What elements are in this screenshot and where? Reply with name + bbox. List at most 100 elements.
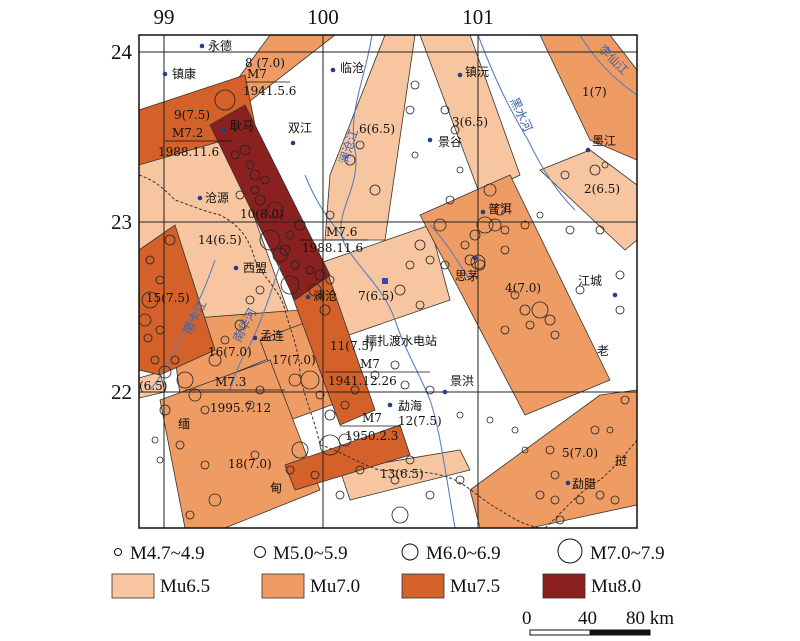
epicenter-circle (214, 89, 236, 111)
city-markers (162, 43, 618, 486)
zone-label-12: 12(7.5) (398, 414, 442, 428)
epicenter-circle (390, 475, 400, 485)
epicenter-circle (575, 285, 585, 295)
epicenter-circle (400, 380, 410, 390)
zone-4 (419, 174, 611, 416)
epicenter-circle (208, 493, 222, 507)
legend-label-m47: M4.7~4.9 (130, 543, 205, 564)
epicenter-circle (610, 495, 620, 505)
epicenter-circle (290, 260, 300, 270)
scale-label-40: 40 (578, 608, 597, 629)
epicenter-circle (338, 433, 352, 447)
place-puer: 普洱 (488, 202, 512, 216)
epicenter-circle (550, 495, 560, 505)
place-jiangcheng: 江城 (578, 274, 602, 288)
event-3-date: 1988.11.6 (302, 241, 363, 255)
epicenter-circle (615, 305, 625, 315)
epicenter-circle (601, 161, 609, 169)
epicenter-circle (188, 388, 202, 402)
city-dot-lincang (330, 67, 336, 73)
country-lao: 老 (597, 344, 609, 358)
zone-label-8: 8 (7.0) (245, 56, 285, 70)
epicenter-circle (460, 240, 470, 250)
zone-label-13: 13(6.5) (380, 467, 424, 481)
epicenter-circle (319, 304, 331, 316)
epicenter-circle (250, 450, 260, 460)
epicenter-circle (535, 490, 545, 500)
epicenter-circle (405, 455, 415, 465)
epicenter-circle (340, 400, 350, 410)
country-wo: 挝 (615, 454, 627, 468)
dam-marker-nuozhadu (382, 278, 388, 284)
epicenter-circle (155, 275, 165, 285)
epicenter-circle (455, 475, 465, 485)
epicenter-circle (595, 225, 605, 235)
epicenter-circle (511, 426, 519, 434)
epicenter-circle (425, 255, 435, 265)
scale-label-80: 80 km (626, 608, 674, 629)
city-dot-zhenkang (162, 71, 168, 77)
epicenter-circle (259, 229, 281, 251)
city-dot-shuangjiang (290, 140, 296, 146)
epicenter-circle (425, 385, 435, 395)
border-east (544, 439, 638, 529)
epicenter-circle (500, 225, 510, 235)
epicenter-circle (415, 300, 425, 310)
lat-lon-grid (139, 35, 637, 528)
earthquake-epicenters (138, 80, 630, 525)
epicenter-circle (335, 490, 345, 500)
epicenter-circle (143, 333, 153, 343)
legend-swatch-mu75 (401, 573, 445, 599)
epicenter-circle (450, 125, 460, 135)
epicenter-circle (155, 325, 165, 335)
epicenter-circle (470, 254, 486, 270)
place-lancang: 澜沧 (313, 288, 337, 303)
epicenter-circle (315, 390, 325, 400)
epicenter-circle (151, 436, 159, 444)
national-borders (138, 174, 638, 529)
lixian-river (579, 34, 638, 96)
zone-10 (209, 104, 331, 301)
country-mian: 缅 (178, 417, 190, 431)
city-dot-ximeng (233, 265, 239, 271)
place-jinghong: 景洪 (450, 374, 474, 388)
epicenter-circle (440, 260, 450, 270)
epicenter-circle (370, 370, 380, 380)
epicenter-circle (158, 365, 172, 379)
scale-seg-2 (589, 629, 651, 636)
epicenter-circle (510, 290, 520, 300)
epicenter-circle (595, 490, 605, 500)
zone-label-7: 7(6.5) (358, 289, 394, 303)
legend-label-mu70: Mu7.0 (310, 576, 360, 597)
lat-tick-22: 22 (111, 380, 132, 404)
epicenter-circle (500, 245, 510, 255)
legend-label-m70: M7.0~7.9 (590, 543, 665, 564)
lat-tick-24: 24 (111, 40, 133, 64)
epicenter-circle (314, 269, 326, 281)
epicenter-circle (234, 319, 246, 331)
epicenter-circle (445, 195, 455, 205)
epicenter-circle (545, 445, 555, 455)
epicenter-circle (488, 218, 502, 232)
event-6-date: 1950.2.3 (345, 429, 398, 443)
tributary-1 (304, 174, 346, 241)
epicenter-circle (394, 284, 406, 296)
epicenter-circle (486, 416, 494, 424)
place-menghai: 勐海 (398, 398, 422, 413)
epicenter-circle (250, 185, 260, 195)
legend-label-m60: M6.0~6.9 (426, 543, 501, 564)
epicenter-circle (456, 166, 464, 174)
epicenter-circle (405, 260, 415, 270)
place-jinggu: 景谷 (438, 135, 462, 149)
place-mengla: 勐腊 (572, 477, 596, 491)
epicenter-circle (440, 105, 450, 115)
epicenter-circle (200, 405, 210, 415)
legend-circle-m47 (114, 548, 122, 556)
event-4-date: 1941.12.26 (328, 374, 397, 388)
event-1-mag: M7 (247, 67, 267, 81)
city-dot-mojiang (585, 147, 591, 153)
epicenter-circle (531, 301, 549, 319)
epicenter-circle (390, 360, 400, 370)
zone-label-6: 6(6.5) (359, 122, 395, 136)
